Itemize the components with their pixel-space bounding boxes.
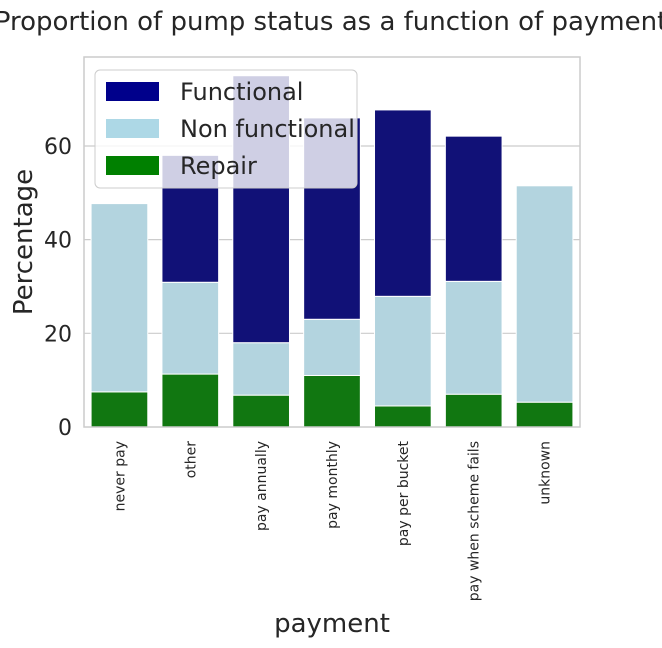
bar-repair-0 <box>90 391 149 428</box>
y-axis-ticks: 0 20 40 60 <box>44 135 72 441</box>
y-tick-label: 20 <box>44 322 72 347</box>
y-tick-label: 40 <box>44 229 72 254</box>
bar-non-functional-1 <box>161 281 220 375</box>
y-axis-label: Percentage <box>9 169 39 315</box>
legend: Functional Non functional Repair <box>94 69 358 189</box>
bar-repair-1 <box>161 373 220 428</box>
legend-label-repair: Repair <box>180 152 257 180</box>
bar-non-functional-2 <box>232 342 290 396</box>
bar-non-functional-6 <box>515 185 574 403</box>
legend-swatch-functional <box>106 82 159 101</box>
x-tick-label: pay when scheme fails <box>467 441 483 601</box>
x-axis-label: payment <box>274 609 390 639</box>
legend-label-non-functional: Non functional <box>180 115 355 143</box>
legend-swatch-repair <box>106 156 159 175</box>
bar-non-functional-5 <box>444 280 503 395</box>
bar-repair-2 <box>232 394 290 428</box>
x-tick-label: other <box>183 441 199 479</box>
y-tick-label: 60 <box>44 135 72 160</box>
y-tick-label: 0 <box>58 416 72 441</box>
bar-repair-6 <box>515 401 574 428</box>
x-tick-label: pay annually <box>254 441 270 531</box>
bar-repair-3 <box>303 374 361 428</box>
bar-functional-4 <box>374 109 432 297</box>
x-tick-label: unknown <box>538 441 554 505</box>
x-tick-label: pay per bucket <box>396 440 412 546</box>
x-tick-label: pay monthly <box>325 441 341 529</box>
legend-box <box>94 69 358 189</box>
bar-non-functional-3 <box>303 318 361 376</box>
bar-non-functional-4 <box>374 295 432 407</box>
x-tick-label: never pay <box>112 441 128 511</box>
bar-non-functional-0 <box>90 203 149 393</box>
plot-frame <box>83 56 581 428</box>
x-axis-ticks: never pay other pay annually pay monthly pay… <box>112 440 553 601</box>
legend-swatch-non-functional <box>106 119 159 138</box>
bar-repair-4 <box>374 405 432 428</box>
legend-label-functional: Functional <box>180 78 303 106</box>
bar-repair-5 <box>444 393 503 428</box>
chart-title: Proportion of pump status as a function … <box>0 7 662 37</box>
bar-functional-5 <box>444 135 503 282</box>
